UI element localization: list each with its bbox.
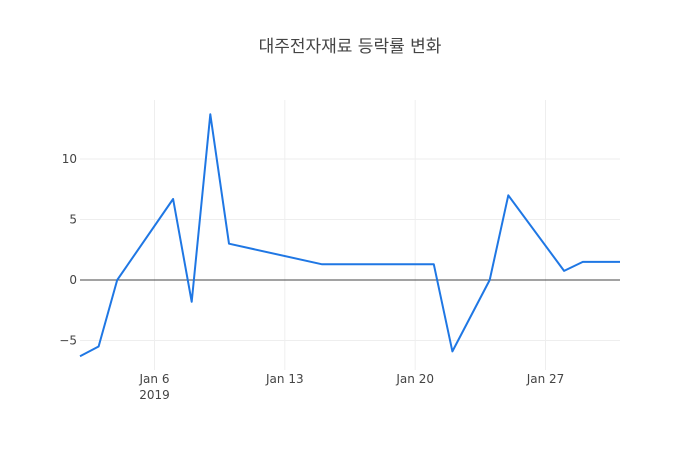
y-tick-label: −5 <box>59 333 77 347</box>
y-tick-label: 0 <box>69 273 77 287</box>
x-tick-label: Jan 20 <box>395 372 434 386</box>
x-tick-label: Jan 6 <box>139 372 170 386</box>
y-tick-label: 5 <box>69 213 77 227</box>
x-tick-label: Jan 27 <box>526 372 565 386</box>
y-axis-ticks: 10 5 0 −5 <box>59 152 77 347</box>
x-gridlines <box>153 100 547 370</box>
x-tick-year-label: 2019 <box>139 388 170 402</box>
x-axis-ticks: Jan 6 2019 Jan 13 Jan 20 Jan 27 <box>139 372 565 402</box>
x-tick-label: Jan 13 <box>265 372 304 386</box>
data-line[interactable] <box>79 113 620 358</box>
y-gridlines <box>80 158 620 341</box>
y-tick-label: 10 <box>62 152 77 166</box>
chart-title: 대주전자재료 등락률 변화 <box>258 37 442 57</box>
